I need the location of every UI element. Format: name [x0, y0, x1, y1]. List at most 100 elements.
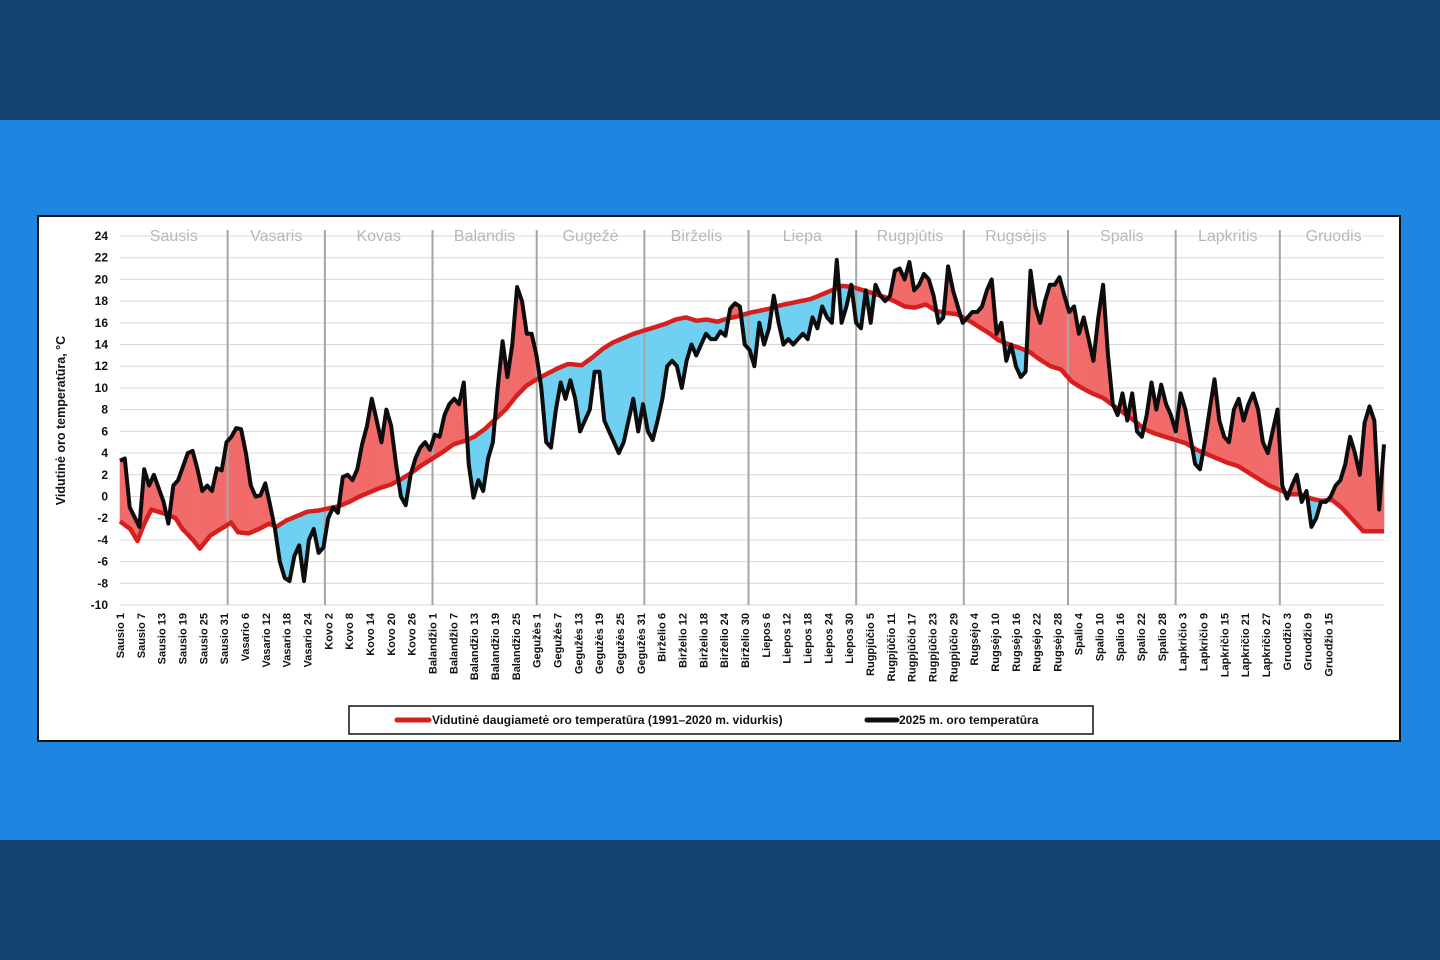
legend-box — [348, 705, 1094, 735]
y-axis-label: Vidutinė oro temperatūra, °C — [54, 336, 68, 505]
x-tick-label: Lapkričio 3 — [1178, 613, 1190, 671]
warmer-area — [255, 495, 260, 531]
y-tick-label: 22 — [95, 251, 109, 265]
warmer-area — [1251, 395, 1256, 478]
warmer-area — [237, 427, 242, 533]
colder-area — [800, 300, 805, 337]
warmer-area — [203, 485, 208, 546]
warmer-area — [1050, 284, 1055, 368]
y-tick-label: -10 — [91, 598, 109, 612]
x-axis: Sausio 1 Sausio 7 Sausio 13 Sausio 19 Sausio… — [115, 612, 1335, 682]
y-tick-label: 18 — [95, 294, 109, 308]
warmer-area — [185, 451, 190, 538]
x-tick-label: Vasario 12 — [261, 613, 273, 667]
warmer-area — [1349, 440, 1353, 521]
x-tick-label: Balandžio 25 — [511, 613, 523, 680]
month-label: Birželis — [671, 228, 723, 245]
colder-area — [789, 302, 795, 345]
colder-area — [605, 343, 610, 433]
warmer-area — [230, 429, 235, 529]
month-label: Liepa — [783, 228, 822, 245]
x-tick-label: Liepos 12 — [782, 613, 794, 664]
x-tick-label: Gruodžio 3 — [1282, 613, 1294, 670]
y-tick-label: 2 — [101, 468, 108, 482]
warmer-area — [189, 451, 194, 541]
warmer-area — [1366, 408, 1371, 532]
legend-normal-label: Vidutinė daugiametė oro temperatūra (199… — [432, 713, 783, 727]
warmer-area — [216, 467, 221, 532]
x-tick-label: Gegužės 7 — [553, 613, 565, 668]
colder-area — [786, 302, 791, 342]
chart-panel: 24 22 20 18 16 14 12 10 8 6 4 2 0 -2 -4 -6 -8 -10 Vidutinė… — [37, 215, 1401, 742]
colder-area — [609, 341, 614, 441]
x-tick-label: Rugpjūčio 23 — [928, 613, 940, 682]
x-tick-label: Rugpjūčio 29 — [948, 613, 960, 682]
month-label: Kovas — [356, 228, 400, 245]
colder-area — [612, 340, 617, 449]
x-tick-label: Liepos 6 — [761, 613, 773, 658]
x-tick-label: Kovo 26 — [407, 613, 419, 656]
month-label: Vasaris — [250, 228, 302, 245]
warmer-area — [525, 329, 531, 387]
colder-area — [671, 319, 676, 366]
warmer-area — [369, 405, 374, 493]
y-tick-label: 16 — [95, 316, 109, 330]
y-tick-label: 20 — [95, 272, 109, 286]
x-tick-label: Gegužės 13 — [573, 613, 585, 674]
x-tick-label: Vasario 18 — [282, 613, 294, 667]
x-tick-label: Rugsėjo 16 — [1011, 613, 1023, 672]
x-tick-label: Birželio 24 — [719, 612, 731, 668]
y-tick-label: 24 — [95, 229, 109, 243]
x-tick-label: Birželio 30 — [740, 613, 752, 668]
colder-area — [650, 326, 656, 439]
warmer-area — [1053, 279, 1058, 369]
x-tick-label: Balandžio 13 — [469, 613, 481, 680]
y-tick-label: 6 — [101, 424, 108, 438]
colder-area — [647, 327, 652, 438]
y-tick-label: 14 — [95, 338, 109, 352]
x-tick-label: Birželio 18 — [698, 613, 710, 668]
x-tick-label: Spalio 28 — [1157, 613, 1169, 661]
y-tick-label: 12 — [95, 359, 109, 373]
warmer-area — [449, 398, 454, 448]
x-tick-label: Birželio 12 — [678, 613, 690, 668]
x-tick-label: Gegužės 31 — [636, 613, 648, 674]
warmer-area — [453, 399, 458, 445]
month-label: Sausis — [150, 228, 198, 245]
y-tick-label: -4 — [97, 533, 108, 547]
legend: Vidutinė daugiametė oro temperatūra (199… — [348, 705, 1094, 735]
x-tick-label: Kovo 20 — [386, 613, 398, 656]
x-tick-label: Vasario 6 — [240, 613, 252, 661]
month-label: Rugpjūtis — [877, 228, 944, 245]
x-tick-label: Rugsėjo 10 — [990, 613, 1002, 672]
x-tick-label: Kovo 2 — [323, 613, 335, 650]
warmer-area — [345, 475, 350, 504]
x-tick-label: Sausio 13 — [157, 613, 169, 664]
x-tick-label: Gruodžio 15 — [1323, 613, 1335, 677]
x-tick-label: Lapkričio 21 — [1240, 613, 1252, 677]
x-tick-label: Rugsėjo 28 — [1053, 613, 1065, 672]
x-tick-label: Lapkričio 9 — [1198, 613, 1210, 671]
x-tick-label: Gegužės 1 — [532, 613, 544, 668]
month-label: Rugsėjis — [985, 228, 1046, 245]
x-tick-label: Gegužės 19 — [594, 613, 606, 674]
x-tick-label: Balandžio 19 — [490, 613, 502, 680]
x-tick-label: Gegužės 25 — [615, 613, 627, 674]
x-tick-label: Sausio 25 — [198, 613, 210, 664]
x-tick-label: Vasario 24 — [303, 612, 315, 667]
x-tick-label: Sausio 7 — [136, 613, 148, 658]
year-2025-temperature-line — [119, 257, 1386, 584]
colder-area — [793, 301, 798, 345]
x-tick-label: Spalio 16 — [1115, 613, 1127, 661]
y-tick-label: -8 — [97, 576, 108, 590]
x-tick-label: Liepos 30 — [844, 613, 856, 664]
warmer-area — [206, 485, 211, 541]
x-tick-label: Lapkričio 27 — [1261, 613, 1273, 677]
month-labels: Sausis Vasaris Kovas Balandis Gugežė Birželis… — [150, 228, 1362, 245]
month-label: Gruodis — [1306, 228, 1362, 245]
month-label: Spalis — [1100, 228, 1144, 245]
x-tick-label: Sausio 1 — [115, 613, 127, 658]
x-tick-label: Spalio 10 — [1094, 613, 1106, 661]
x-tick-label: Rugpjūčio 5 — [865, 613, 877, 676]
